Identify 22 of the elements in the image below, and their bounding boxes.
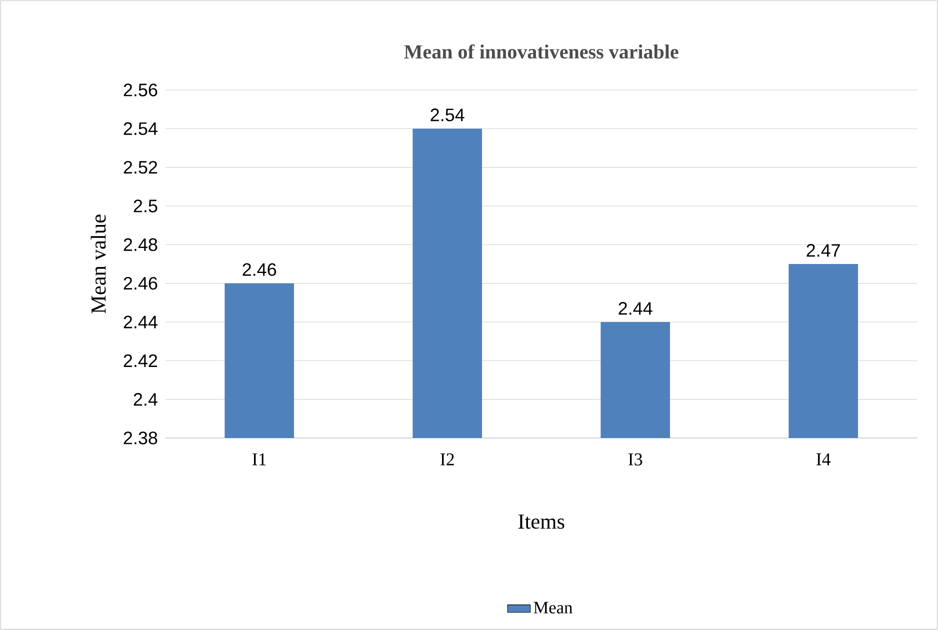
y-tick-label: 2.46 [124,276,158,290]
y-tick-label: 2.48 [124,238,158,252]
x-tick-label: I3 [628,453,642,466]
x-tick-label: I2 [440,453,454,466]
data-label: 2.44 [618,302,652,315]
y-tick-label: 2.38 [124,432,158,444]
x-tick-label: I4 [816,453,831,466]
chart-title: Mean of innovativeness variable [404,44,678,59]
x-tick-label: I1 [252,453,266,466]
data-label: 2.46 [242,263,276,276]
y-tick-label: 2.42 [124,354,158,367]
legend-label: Mean [534,602,572,614]
data-label: 2.47 [806,244,840,257]
x-axis-title: Items [518,514,564,529]
y-axis-title: Mean value [90,214,106,314]
y-tick-label: 2.52 [124,160,158,174]
y-tick-label: 2.56 [124,84,158,96]
data-label: 2.54 [430,108,464,122]
y-tick-label: 2.54 [124,122,158,136]
y-tick-label: 2.5 [134,200,158,212]
y-tick-label: 2.44 [124,316,158,328]
y-tick-label: 2.4 [134,393,158,406]
